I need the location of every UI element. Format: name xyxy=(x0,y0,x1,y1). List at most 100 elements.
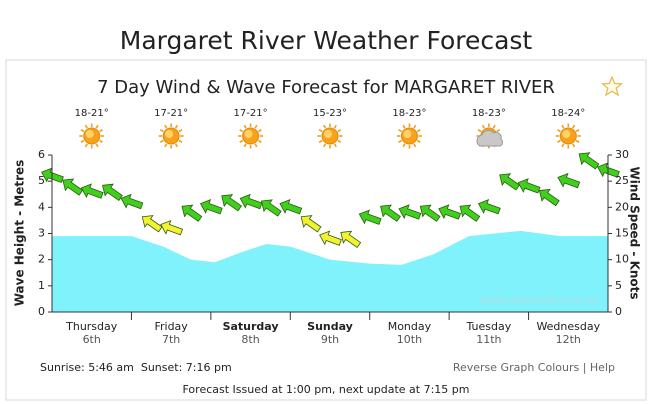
sun-ray xyxy=(178,129,183,133)
sun-ray xyxy=(572,143,576,148)
sun-ray xyxy=(174,124,179,129)
cloud xyxy=(476,129,503,147)
wind-arrow xyxy=(80,183,104,199)
wind-arrow xyxy=(597,162,620,178)
sun-ray xyxy=(318,129,323,133)
wind-arrow xyxy=(260,199,282,217)
day-temp: 18-24° xyxy=(551,108,585,119)
y2-tick-label: 10 xyxy=(615,253,629,266)
sun-ray xyxy=(159,139,164,143)
day-temp: 17-21° xyxy=(154,108,188,119)
wind-arrow xyxy=(578,152,600,170)
day-temp: 18-23° xyxy=(472,108,506,119)
sun-ray xyxy=(561,143,565,148)
watermark: www.seabreeze.com.au xyxy=(480,295,598,306)
wind-arrow xyxy=(499,173,521,191)
issued-note: Forecast Issued at 1:00 pm, next update … xyxy=(183,383,470,396)
sun-ray xyxy=(99,129,103,133)
sun-ray xyxy=(178,139,183,143)
wind-arrow xyxy=(419,204,441,222)
y2-tick-label: 20 xyxy=(615,200,629,213)
sun-ray xyxy=(84,124,88,129)
weather-icon xyxy=(79,123,105,149)
y2-tick-label: 15 xyxy=(615,227,629,240)
sun-ray xyxy=(80,139,85,143)
y2-tick-label: 30 xyxy=(615,148,629,161)
sun-ray xyxy=(333,143,337,148)
wind-arrow xyxy=(41,167,64,184)
sun-ray xyxy=(323,124,327,129)
wind-arrow xyxy=(102,183,123,201)
weather-icon xyxy=(238,123,264,149)
wind-arrow xyxy=(181,204,203,222)
y-tick-label: 4 xyxy=(38,200,45,213)
sun-ray xyxy=(164,143,168,148)
day-name: Sunday xyxy=(307,320,353,333)
y-tick-label: 1 xyxy=(38,279,45,292)
sun-ray xyxy=(575,129,580,133)
sun-ray xyxy=(413,124,417,129)
sun-shine xyxy=(324,130,332,138)
graph-links[interactable]: Reverse Graph Colours | Help xyxy=(453,361,615,374)
day-date: 11th xyxy=(476,333,501,346)
y-tick-label: 3 xyxy=(38,227,45,240)
y2-tick-label: 0 xyxy=(615,305,622,318)
sun-shine xyxy=(403,130,412,138)
sun-ray xyxy=(572,124,576,129)
sun-ray xyxy=(477,129,482,133)
wind-arrow xyxy=(538,188,560,207)
sun-ray xyxy=(159,129,164,133)
day-date: 7th xyxy=(162,333,180,346)
sun-ray xyxy=(337,129,342,133)
weather-icon xyxy=(396,123,422,149)
sun-ray xyxy=(174,143,179,148)
y-tick-label: 6 xyxy=(38,148,45,161)
wind-arrow xyxy=(160,219,184,236)
sun-ray xyxy=(254,143,258,148)
wind-arrow xyxy=(557,172,581,189)
sun-ray xyxy=(398,139,403,143)
day-date: 10th xyxy=(397,333,422,346)
wind-arrow xyxy=(340,230,362,249)
sun-ray xyxy=(323,143,327,148)
sun-shine xyxy=(562,130,571,138)
favorite-star[interactable] xyxy=(600,75,624,97)
sun-ray xyxy=(257,129,262,133)
wind-arrow xyxy=(221,194,243,212)
sun-ray xyxy=(413,143,417,148)
sun-ray xyxy=(95,124,99,129)
wave-area xyxy=(52,230,608,312)
sun-ray xyxy=(492,124,496,129)
wind-arrow xyxy=(62,178,84,196)
wind-arrow xyxy=(141,215,163,233)
wind-arrow xyxy=(319,230,342,246)
sun-times: Sunrise: 5:46 am Sunset: 7:16 pm xyxy=(40,361,232,374)
day-name: Wednesday xyxy=(536,320,600,333)
y2-tick-label: 25 xyxy=(615,174,629,187)
y2-tick-label: 5 xyxy=(615,279,622,292)
y-tick-label: 0 xyxy=(38,305,45,318)
sun-ray xyxy=(561,124,565,129)
y-axis-label: Wave Height - Metres xyxy=(13,160,27,307)
day-name: Friday xyxy=(154,320,188,333)
sun-ray xyxy=(496,129,501,133)
sun-ray xyxy=(402,124,406,129)
sun-ray xyxy=(95,143,99,148)
sun-shine xyxy=(165,130,174,138)
day-temp: 18-21° xyxy=(75,108,109,119)
sun-ray xyxy=(99,139,103,143)
sun-ray xyxy=(318,139,323,143)
sun-ray xyxy=(257,139,262,143)
wind-arrow xyxy=(358,209,382,225)
wind-arrow xyxy=(300,215,322,233)
day-temp: 15-23° xyxy=(313,108,347,119)
wind-arrow xyxy=(199,199,223,215)
day-name: Monday xyxy=(388,320,432,333)
sun-shine xyxy=(85,130,94,138)
weather-icon xyxy=(555,123,581,149)
day-temp: 18-23° xyxy=(392,108,426,119)
wind-arrow xyxy=(239,193,263,210)
wind-arrow xyxy=(477,199,501,215)
